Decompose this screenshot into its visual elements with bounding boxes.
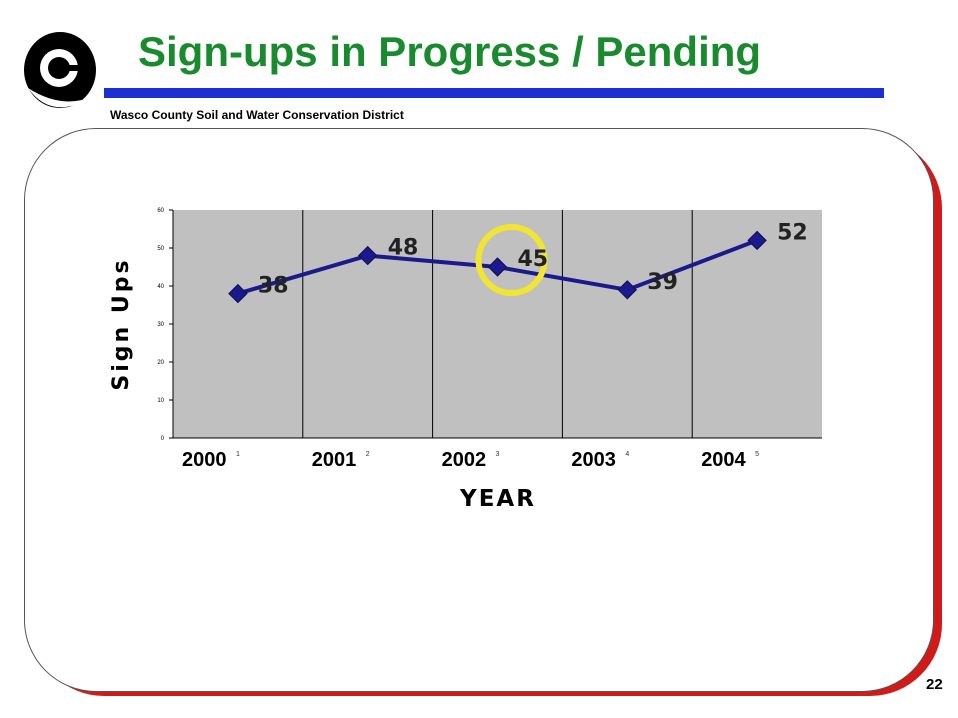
- x-index-labels: 1 2 3 4 5: [236, 451, 759, 458]
- highlight-circle: [475, 224, 548, 296]
- data-label-2001: 48: [388, 236, 419, 261]
- data-label-2000: 38: [258, 274, 289, 299]
- x-axis-title: YEAR: [459, 486, 536, 512]
- organization-name: Wasco County Soil and Water Conservation…: [110, 108, 404, 122]
- data-point-2000: [228, 283, 248, 304]
- y-tick-label: 50: [157, 246, 164, 252]
- data-labels: 38 48 45 39 52: [258, 220, 808, 298]
- data-point-2003: [617, 280, 638, 300]
- x-index-label: 1: [236, 451, 240, 458]
- x-index-label: 5: [755, 451, 759, 458]
- data-point-2001: [357, 245, 378, 266]
- y-axis-title: Sign Ups: [109, 257, 134, 390]
- y-tick-label: 40: [157, 284, 164, 290]
- y-tick-label: 60: [157, 208, 164, 214]
- plot-area: [173, 210, 822, 438]
- data-point-2004: [747, 230, 767, 251]
- slide-title: Sign-ups in Progress / Pending: [138, 28, 762, 75]
- y-tick-label: 0: [161, 436, 165, 442]
- x-index-label: 4: [625, 451, 629, 458]
- data-label-2002: 45: [518, 247, 549, 272]
- y-tick-label: 20: [157, 360, 164, 366]
- page-number: 22: [926, 676, 943, 693]
- x-category-label: 2000: [182, 449, 227, 471]
- y-tick-label: 10: [157, 398, 164, 404]
- x-index-label: 3: [496, 451, 500, 458]
- x-category-label: 2003: [571, 449, 616, 471]
- vertical-gridlines: [302, 210, 693, 438]
- y-axis-ticks: 0 10 20 30 40 50 60: [157, 208, 173, 442]
- data-point-2002: [487, 257, 508, 277]
- x-category-labels: 2000 2001 2002 2003 2004: [182, 449, 747, 471]
- x-category-label: 2004: [701, 449, 746, 471]
- series-markers: [228, 230, 767, 304]
- x-category-label: 2001: [312, 449, 357, 471]
- data-label-2003: 39: [647, 270, 678, 295]
- y-tick-label: 30: [157, 322, 164, 328]
- data-label-2004: 52: [777, 220, 808, 245]
- x-category-label: 2002: [442, 449, 487, 471]
- title-underline: [104, 88, 884, 98]
- district-logo-icon: [24, 32, 96, 108]
- x-index-label: 2: [366, 451, 370, 458]
